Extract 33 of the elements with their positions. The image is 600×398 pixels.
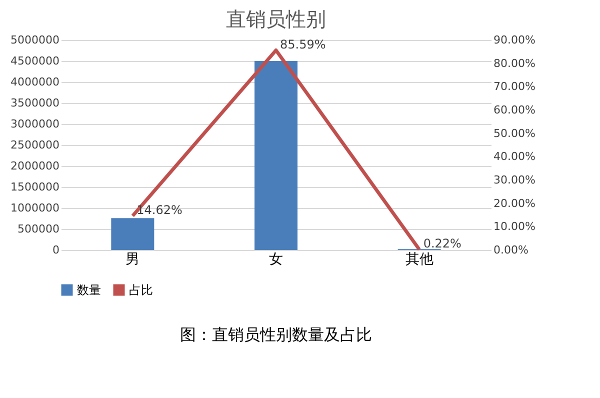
- y-tick-label: 2500000: [10, 138, 60, 152]
- chart-title: 直销员性别: [226, 7, 326, 31]
- y2-tick-label: 30.00%: [494, 174, 536, 186]
- y-tick-label: 0: [52, 244, 60, 256]
- y2-tick-label: 0.00%: [494, 244, 528, 256]
- text: 图：直销员性别数量及占比: [180, 325, 372, 344]
- y2-tick-label: 50.00%: [494, 126, 536, 140]
- x-tick-label: 男: [126, 252, 140, 268]
- y-tick-label: 2000000: [10, 160, 60, 172]
- legend-label: 数量: [77, 283, 101, 297]
- x-tick-label: 其他: [405, 252, 434, 268]
- y-tick-label: 4000000: [10, 76, 60, 88]
- y2-tick-label: 90.00%: [494, 34, 536, 46]
- y2-tick-label: 10.00%: [494, 220, 536, 234]
- y2-tick-label: 40.00%: [494, 150, 536, 164]
- y-tick-label: 3500000: [10, 96, 60, 110]
- data-label: 85.59%: [280, 37, 326, 52]
- y-tick-label: 500000: [18, 222, 60, 236]
- y-tick-label: 5000000: [10, 34, 60, 46]
- y-tick-label: 1000000: [10, 202, 60, 214]
- y2-tick-label: 20.00%: [494, 196, 536, 210]
- y2-tick-label: 60.00%: [494, 104, 536, 116]
- legend-label: 占比: [129, 283, 153, 297]
- data-label: 0.22%: [423, 236, 462, 250]
- x-tick-label: 女: [269, 252, 283, 268]
- y-tick-label: 4500000: [10, 54, 60, 68]
- data-label: 14.62%: [136, 202, 182, 217]
- bar: [111, 218, 154, 250]
- y2-tick-label: 70.00%: [494, 80, 536, 94]
- y2-tick-label: 80.00%: [494, 56, 536, 70]
- y-tick-label: 1500000: [10, 180, 60, 194]
- bar: [254, 61, 298, 250]
- y-tick-label: 3000000: [10, 118, 60, 130]
